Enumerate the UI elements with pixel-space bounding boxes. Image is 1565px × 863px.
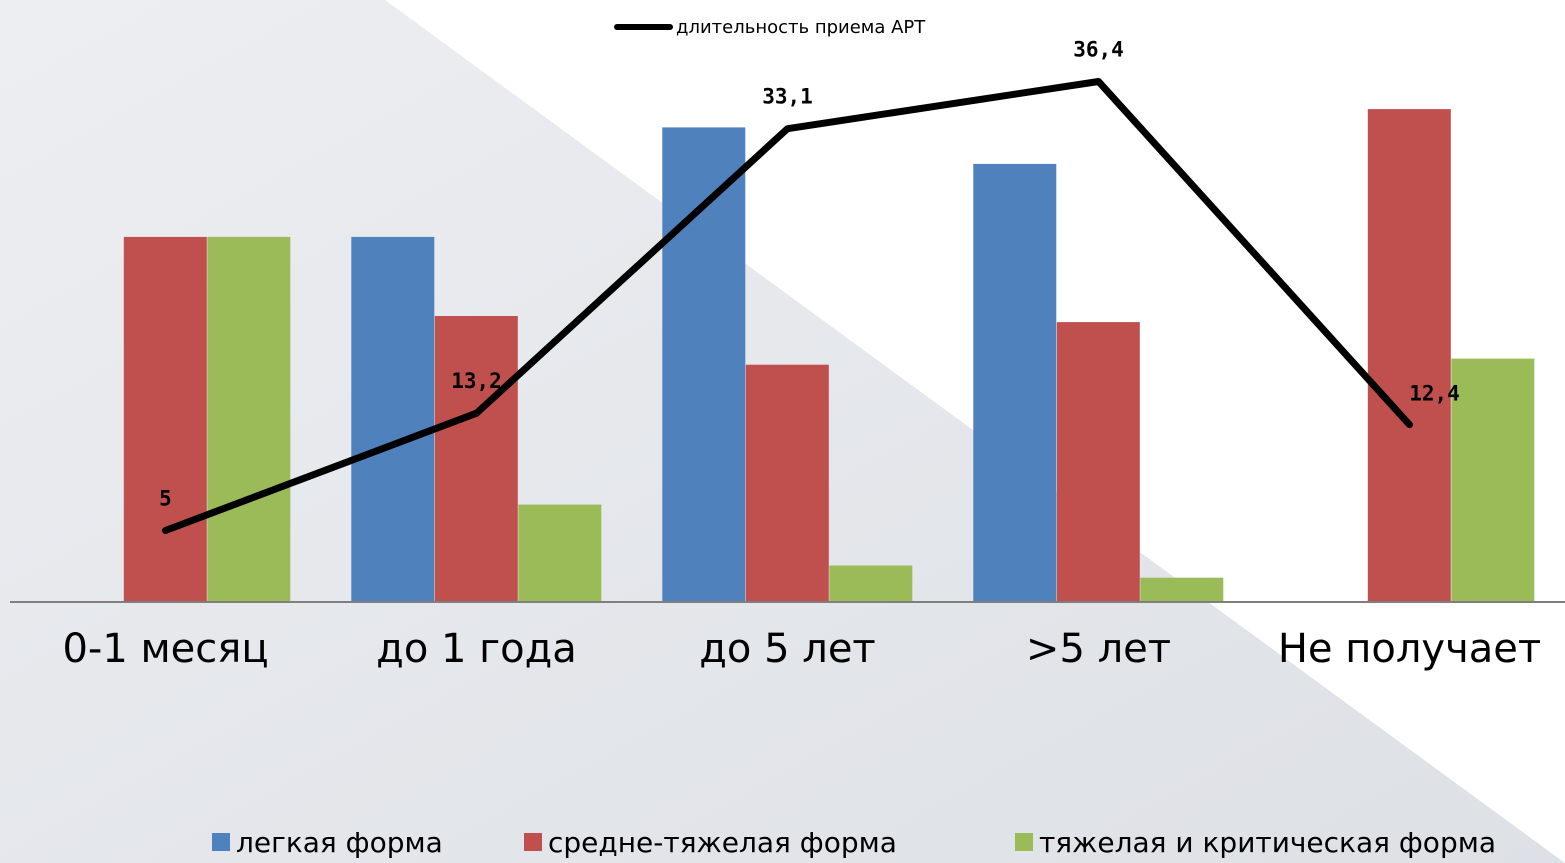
category-label-3: до 5 лет — [699, 626, 875, 672]
bar-3-1 — [207, 236, 291, 602]
category-label-1: 0-1 месяц — [62, 626, 268, 672]
legend-line-label: длительность приема АРТ — [676, 17, 926, 38]
line-data-label-5: 12,4 — [1409, 382, 1460, 406]
labels-layer: 0-1 месяц до 1 года до 5 лет >5 лет Не получ… — [62, 626, 1541, 672]
bar-1-4 — [973, 163, 1057, 602]
legend-swatch-3 — [1015, 833, 1033, 851]
legend-label-2: средне-тяжелая форма — [548, 826, 897, 859]
bar-2-5 — [1367, 109, 1451, 602]
bar-3-3 — [829, 565, 913, 602]
legend-label-1: легкая форма — [236, 826, 443, 859]
bar-2-1 — [123, 236, 207, 602]
legend-label-3: тяжелая и критическая форма — [1039, 826, 1496, 859]
category-label-4: >5 лет — [1026, 626, 1171, 672]
legend-swatch-2 — [524, 833, 542, 851]
line-data-label-3: 33,1 — [762, 85, 813, 109]
bars-layer — [123, 109, 1535, 603]
bar-2-3 — [745, 364, 829, 602]
category-label-2: до 1 года — [376, 626, 577, 672]
bar-2-4 — [1056, 322, 1140, 602]
bar-3-4 — [1140, 577, 1224, 602]
bar-1-3 — [662, 127, 746, 603]
bar-2-2 — [434, 316, 518, 602]
line-data-label-4: 36,4 — [1073, 38, 1124, 62]
legend-swatch-1 — [212, 833, 230, 851]
category-label-5: Не получает — [1278, 626, 1541, 672]
bar-3-5 — [1451, 358, 1535, 602]
line-layer: 5 13,2 33,1 36,4 12,4 — [159, 38, 1460, 534]
bar-3-2 — [518, 504, 602, 602]
line-data-label-2: 13,2 — [451, 369, 502, 393]
line-data-label-1: 5 — [159, 487, 172, 511]
line-series — [162, 78, 1413, 534]
bar-1-2 — [351, 236, 435, 602]
legend-layer: длительность приема АРТ легкая форма средн… — [212, 17, 1496, 859]
